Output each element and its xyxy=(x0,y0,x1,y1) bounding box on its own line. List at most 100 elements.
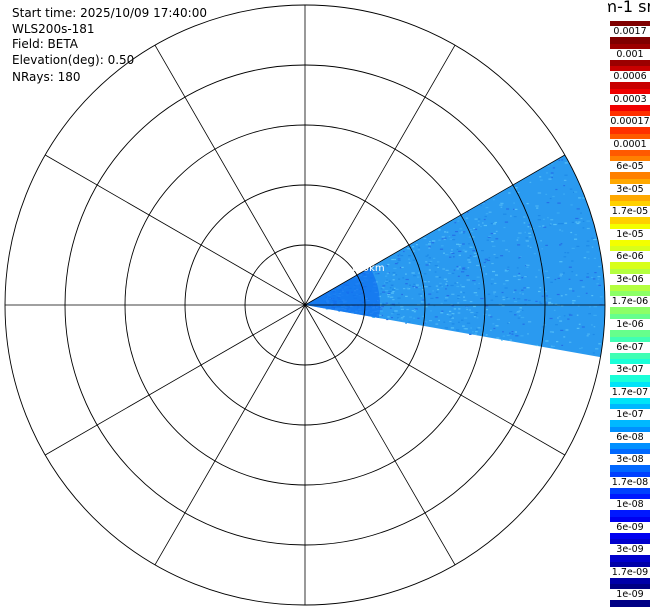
sector-speckle xyxy=(521,277,524,279)
sector-speckle xyxy=(382,285,386,287)
sector-speckle xyxy=(481,250,484,252)
sector-speckle xyxy=(576,245,580,247)
sector-speckle xyxy=(463,296,465,298)
sector-speckle xyxy=(476,328,479,330)
sector-speckle xyxy=(586,251,590,253)
sector-speckle xyxy=(485,273,488,275)
sector-speckle xyxy=(543,226,547,228)
sector-speckle xyxy=(461,286,465,288)
sector-speckle xyxy=(411,272,415,274)
sector-speckle xyxy=(395,288,399,290)
sector-speckle xyxy=(571,260,574,262)
sector-speckle xyxy=(591,276,594,278)
sector-speckle xyxy=(463,299,467,301)
sector-speckle xyxy=(387,272,390,274)
sector-speckle xyxy=(555,324,558,326)
sector-speckle xyxy=(446,313,450,315)
sector-speckle xyxy=(541,326,544,328)
sector-speckle xyxy=(400,318,404,320)
sector-speckle xyxy=(557,277,560,279)
sector-speckle xyxy=(428,247,431,249)
sector-speckle xyxy=(593,326,596,328)
sector-speckle xyxy=(449,320,452,323)
sector-speckle xyxy=(588,313,591,315)
sector-speckle xyxy=(553,223,557,226)
sector-speckle xyxy=(450,252,453,254)
sector-speckle xyxy=(417,276,420,278)
sector-speckle xyxy=(398,278,401,280)
sector-speckle xyxy=(427,281,430,283)
sector-speckle xyxy=(453,269,456,271)
colorbar-tick-label: 3e-08 xyxy=(610,454,650,466)
sector-speckle xyxy=(487,236,491,238)
sector-speckle xyxy=(466,275,470,277)
start-time-text: Start time: 2025/10/09 17:40:00 xyxy=(12,6,207,20)
sector-speckle xyxy=(501,305,505,307)
sector-speckle xyxy=(506,298,510,300)
sector-speckle xyxy=(460,284,462,286)
sector-speckle xyxy=(393,274,396,276)
sector-speckle xyxy=(451,305,454,307)
sector-speckle xyxy=(392,272,396,274)
sector-speckle xyxy=(377,273,380,275)
sector-speckle xyxy=(457,295,460,297)
azimuth-spoke xyxy=(154,44,306,306)
sector-speckle xyxy=(549,331,553,333)
sector-speckle xyxy=(504,269,507,271)
sector-speckle xyxy=(397,317,399,319)
sector-speckle xyxy=(546,277,550,279)
sector-speckle xyxy=(570,204,573,206)
sector-speckle xyxy=(383,282,386,284)
sector-speckle xyxy=(560,243,563,245)
sector-speckle xyxy=(424,306,428,308)
sector-speckle xyxy=(418,293,422,295)
sector-speckle xyxy=(474,228,478,230)
sector-speckle xyxy=(469,255,472,257)
sector-speckle xyxy=(458,266,461,268)
sector-speckle xyxy=(495,274,498,276)
colorbar-tick-label: 0.00017 xyxy=(610,116,650,128)
sector-speckle xyxy=(553,309,556,311)
sector-speckle xyxy=(482,202,486,205)
sector-speckle xyxy=(451,317,454,319)
sector-speckle xyxy=(504,221,509,223)
sector-speckle xyxy=(435,323,439,325)
sector-speckle xyxy=(574,191,578,193)
azimuth-spoke xyxy=(304,44,456,306)
sector-speckle xyxy=(456,268,459,270)
sector-speckle xyxy=(488,314,491,316)
sector-speckle xyxy=(443,321,446,323)
sector-speckle xyxy=(386,318,389,321)
sector-speckle xyxy=(441,236,445,238)
sector-speckle xyxy=(432,290,434,292)
elevation-text: Elevation(deg): 0.50 xyxy=(12,53,135,67)
sector-speckle xyxy=(567,252,570,254)
sector-speckle xyxy=(428,293,432,295)
sector-speckle xyxy=(504,287,508,289)
sector-speckle xyxy=(483,224,487,227)
sector-speckle xyxy=(597,276,601,278)
sector-speckle xyxy=(561,230,564,232)
sector-speckle xyxy=(593,314,597,316)
sector-speckle xyxy=(554,303,558,305)
sector-speckle xyxy=(472,250,476,252)
sector-speckle xyxy=(507,322,509,324)
sector-speckle xyxy=(428,285,432,288)
sector-speckle xyxy=(401,266,404,268)
sector-speckle xyxy=(477,220,480,222)
sector-speckle xyxy=(508,250,510,253)
sector-speckle xyxy=(425,255,428,257)
sector-speckle xyxy=(400,255,404,257)
sector-speckle xyxy=(478,282,480,284)
sector-speckle xyxy=(500,203,504,205)
sector-speckle xyxy=(518,309,522,311)
sector-speckle xyxy=(415,284,419,286)
sector-speckle xyxy=(544,299,547,301)
azimuth-spokes xyxy=(5,5,605,605)
sector-speckle xyxy=(569,341,572,343)
sector-speckle xyxy=(591,246,594,248)
sector-speckle xyxy=(559,244,562,246)
sector-speckle xyxy=(451,252,455,254)
sector-speckle xyxy=(506,269,509,272)
instrument-text: WLS200s-181 xyxy=(12,22,95,36)
